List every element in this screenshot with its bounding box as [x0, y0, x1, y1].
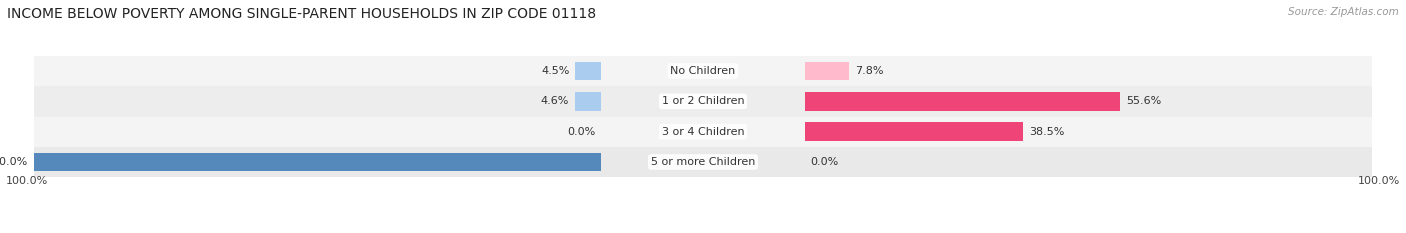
Bar — [806, 92, 1121, 111]
Text: Source: ZipAtlas.com: Source: ZipAtlas.com — [1288, 7, 1399, 17]
Text: 5 or more Children: 5 or more Children — [651, 157, 755, 167]
Text: 4.5%: 4.5% — [541, 66, 569, 76]
Text: 7.8%: 7.8% — [855, 66, 883, 76]
Bar — [575, 92, 600, 111]
Text: 38.5%: 38.5% — [1029, 127, 1064, 137]
Bar — [575, 62, 600, 80]
Text: No Children: No Children — [671, 66, 735, 76]
Bar — [34, 56, 1372, 86]
Text: INCOME BELOW POVERTY AMONG SINGLE-PARENT HOUSEHOLDS IN ZIP CODE 01118: INCOME BELOW POVERTY AMONG SINGLE-PARENT… — [7, 7, 596, 21]
Bar — [34, 116, 1372, 147]
Text: 3 or 4 Children: 3 or 4 Children — [662, 127, 744, 137]
Bar — [806, 62, 849, 80]
Text: 100.0%: 100.0% — [6, 176, 48, 186]
Text: 100.0%: 100.0% — [1358, 176, 1400, 186]
Bar — [34, 86, 1372, 116]
Text: 1 or 2 Children: 1 or 2 Children — [662, 96, 744, 106]
Text: 100.0%: 100.0% — [0, 157, 28, 167]
Bar — [34, 153, 600, 171]
Text: 0.0%: 0.0% — [811, 157, 839, 167]
Bar — [34, 147, 1372, 177]
Text: 0.0%: 0.0% — [567, 127, 595, 137]
Text: 55.6%: 55.6% — [1126, 96, 1161, 106]
Bar — [806, 122, 1024, 141]
Text: 4.6%: 4.6% — [541, 96, 569, 106]
